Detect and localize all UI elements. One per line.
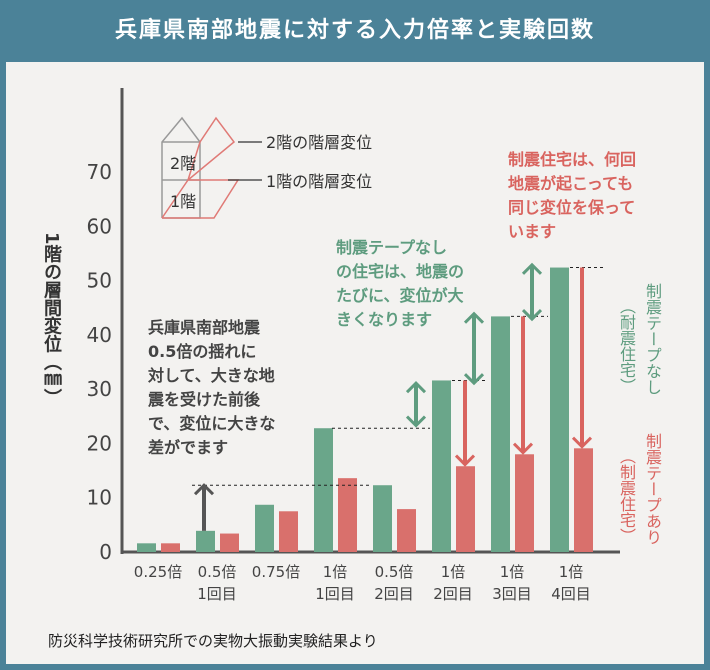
y-tick-label: 10 [87, 486, 112, 510]
bar-green [491, 316, 510, 552]
annotation-line: 制震テープなし [336, 238, 448, 257]
bar-red [397, 509, 416, 552]
bar-green [255, 504, 274, 552]
y-tick-label: 0 [99, 540, 112, 564]
legend-green-sub: （耐震住宅） [617, 298, 636, 394]
green-double-arrow-head [405, 381, 427, 394]
red-arrow-head [454, 454, 476, 467]
annotation-line: きくなります [336, 310, 433, 329]
annotation-line: 差がでます [148, 438, 229, 457]
x-tick-label: 0.5倍 [198, 563, 237, 581]
y-tick-label: 20 [87, 431, 112, 455]
bar-red [338, 478, 357, 552]
bar-green [137, 543, 156, 552]
bar-green [432, 380, 451, 552]
bar-green [373, 485, 392, 552]
x-tick-label: 2回目 [433, 585, 473, 603]
bar-green [196, 530, 215, 552]
x-tick-label: 0.75倍 [252, 563, 300, 581]
x-tick-label: 0.25倍 [134, 563, 182, 581]
green-double-arrow-head [405, 415, 427, 428]
y-tick-label: 40 [87, 323, 112, 347]
y-tick-label: 30 [87, 377, 112, 401]
bar-red [515, 454, 534, 552]
bar-red [456, 466, 475, 552]
x-tick-label: 0.5倍 [375, 563, 414, 581]
x-tick-label: 1回目 [315, 585, 355, 603]
green-double-arrow-head [463, 311, 485, 324]
annotation-line: 震を受けた前後 [148, 390, 261, 409]
annotation-line: 制震住宅は、何回 [508, 150, 637, 169]
x-tick-label: 1倍 [559, 563, 584, 581]
y-tick-label: 60 [87, 214, 112, 238]
y-tick-label: 50 [87, 269, 112, 293]
legend-red-sub: （制震住宅） [617, 448, 636, 544]
annotation-line: 0.5倍の揺れに [148, 342, 257, 361]
x-tick-label: 2回目 [374, 585, 414, 603]
story-drift-1-label: 1階の階層変位 [266, 172, 372, 191]
source-note: 防災科学技術研究所での実物大振動実験結果より [48, 632, 378, 650]
deformed-house-outline [161, 116, 240, 219]
x-tick-label: 1倍 [323, 563, 348, 581]
red-arrow-head [512, 442, 534, 455]
bar-green [314, 428, 333, 552]
floor1-label: 1階 [170, 192, 196, 211]
annotation-black: 兵庫県南部地震 0.5倍の揺れに 対して、大きな地 震を受けた前後 で、変位に大きな 差が… [148, 316, 275, 460]
legend-red-main: 制震テープあり [643, 433, 662, 545]
bar-red [220, 533, 239, 552]
annotation-line: で、変位に大きな [148, 414, 276, 433]
floor2-label: 2階 [170, 154, 196, 173]
green-double-arrow-head [521, 262, 543, 275]
story-drift-2-label: 2階の階層変位 [266, 133, 372, 152]
annotation-line: の住宅は、地震の [336, 262, 465, 281]
x-tick-label: 1倍 [441, 563, 466, 581]
green-double-arrow-head [521, 309, 543, 322]
bar-red [161, 543, 180, 552]
x-tick-label: 3回目 [492, 585, 532, 603]
annotation-line: 地震が起こっても [508, 174, 634, 193]
red-arrow-head [571, 436, 593, 449]
green-double-arrow-head [463, 373, 485, 386]
bar-red [279, 511, 298, 552]
annotation-line: 同じ変位を保って [508, 198, 636, 217]
chart-title: 兵庫県南部地震に対する入力倍率と実験回数 [114, 18, 595, 43]
bar-red [574, 448, 593, 552]
legend-green-main: 制震テープなし [643, 283, 662, 395]
annotation-line: 対して、大きな地 [148, 366, 275, 385]
annotation-red: 制震住宅は、何回 地震が起こっても 同じ変位を保って います [508, 148, 636, 244]
x-tick-label: 1回目 [197, 585, 237, 603]
x-tick-label: 4回目 [551, 585, 591, 603]
bar-green [550, 267, 569, 552]
annotation-line: います [508, 222, 557, 241]
black-arrow-head [193, 483, 215, 496]
annotation-green: 制震テープなし の住宅は、地震の たびに、変位が大 きくなります [336, 236, 464, 332]
y-tick-label: 70 [87, 160, 112, 184]
annotation-line: 兵庫県南部地震 [148, 318, 261, 337]
annotation-line: たびに、変位が大 [336, 286, 464, 305]
y-axis-label: 1階の層間変位（㎜） [41, 232, 62, 407]
x-tick-label: 1倍 [500, 563, 525, 581]
